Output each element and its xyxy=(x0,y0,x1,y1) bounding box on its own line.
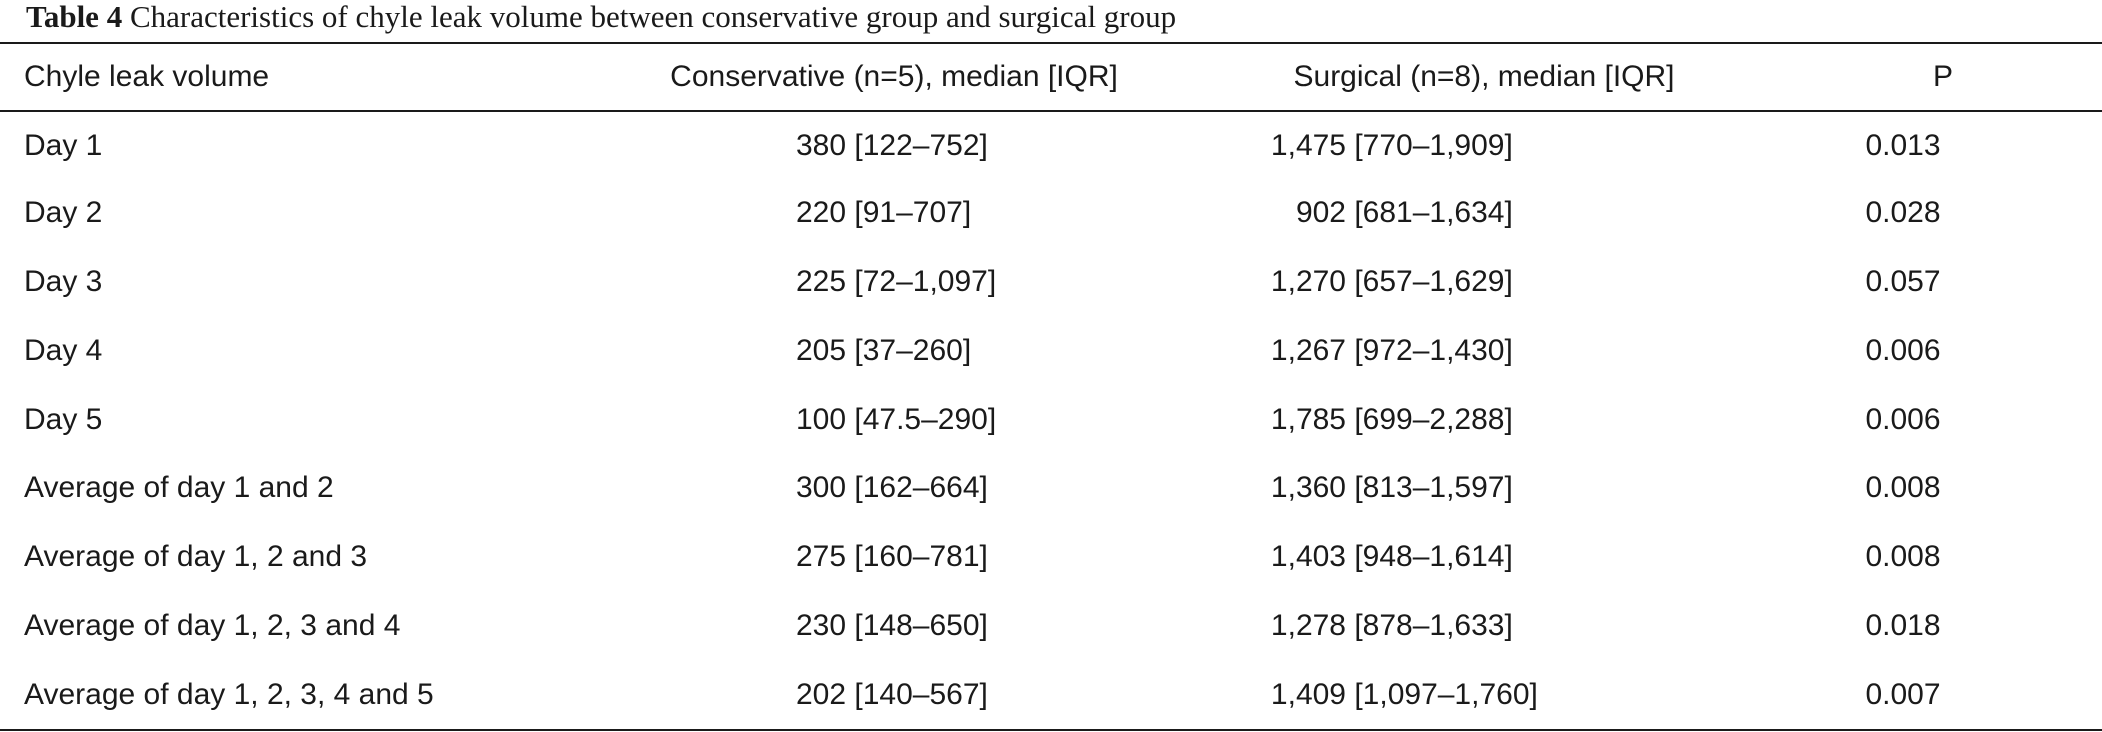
surgical-median: 902 xyxy=(1295,196,1346,230)
surgical-value: 1,475 [770–1,909] xyxy=(1184,110,1784,179)
surgical-median: 1,785 xyxy=(1270,402,1346,436)
p-value: 0.028 xyxy=(1865,196,1941,230)
table-caption: Table 4 Characteristics of chyle leak vo… xyxy=(26,0,1176,34)
conservative-value: 202 [140–567] xyxy=(796,677,988,711)
p-value: 0.007 xyxy=(1865,677,1941,711)
conservative-value: 220 [91–707] xyxy=(796,196,972,230)
surgical-iqr: [813–1,597] xyxy=(1354,471,1513,505)
table-row: Average of day 1 and 2 300 [162–664] 1,3… xyxy=(0,454,2102,523)
row-label: Day 1 xyxy=(24,129,103,163)
surgical-iqr: [1,097–1,760] xyxy=(1354,677,1538,711)
header-conservative: Conservative (n=5), median [IQR] xyxy=(670,60,1118,93)
row-label: Day 3 xyxy=(24,264,103,298)
surgical-iqr: [878–1,633] xyxy=(1354,608,1513,642)
surgical-iqr: [681–1,634] xyxy=(1354,196,1513,230)
conservative-value: 300 [162–664] xyxy=(796,471,988,505)
p-value: 0.006 xyxy=(1865,333,1941,367)
table-row: Average of day 1, 2, 3 and 4 230 [148–65… xyxy=(0,592,2102,661)
surgical-value: 1,270 [657–1,629] xyxy=(1184,248,1784,317)
surgical-iqr: [972–1,430] xyxy=(1354,333,1513,367)
row-label: Day 5 xyxy=(24,402,103,436)
p-value: 0.006 xyxy=(1865,402,1941,436)
table-header: Chyle leak volume Conservative (n=5), me… xyxy=(0,44,2102,110)
conservative-value: 205 [37–260] xyxy=(796,333,972,367)
row-label: Average of day 1 and 2 xyxy=(24,471,334,505)
surgical-median: 1,475 xyxy=(1270,129,1346,163)
table-row: Average of day 1, 2, 3, 4 and 5 202 [140… xyxy=(0,660,2102,729)
header-p-value: P xyxy=(1932,60,1953,93)
p-value: 0.013 xyxy=(1865,129,1941,163)
row-label: Average of day 1, 2, 3 and 4 xyxy=(24,608,401,642)
surgical-value: 1,278 [878–1,633] xyxy=(1184,592,1784,661)
surgical-median: 1,403 xyxy=(1270,540,1346,574)
header-row: Chyle leak volume Conservative (n=5), me… xyxy=(0,44,2102,110)
surgical-value: 1,360 [813–1,597] xyxy=(1184,454,1784,523)
table-row: Day 3 225 [72–1,097] 1,270 [657–1,629] 0… xyxy=(0,248,2102,317)
table-bottom-rule xyxy=(0,729,2102,731)
surgical-iqr: [657–1,629] xyxy=(1354,264,1513,298)
row-label: Average of day 1, 2 and 3 xyxy=(24,540,368,574)
table-row: Day 5 100 [47.5–290] 1,785 [699–2,288] 0… xyxy=(0,385,2102,454)
row-label: Day 4 xyxy=(24,333,103,367)
p-value: 0.008 xyxy=(1865,471,1941,505)
table-body: Day 1 380 [122–752] 1,475 [770–1,909] 0.… xyxy=(0,110,2102,729)
table-header-rule xyxy=(0,110,2102,112)
surgical-value: 902 [681–1,634] xyxy=(1184,179,1784,248)
table-label: Table 4 xyxy=(26,0,123,34)
conservative-value: 380 [122–752] xyxy=(796,129,988,163)
table-row: Day 2 220 [91–707] 902 [681–1,634] 0.028 xyxy=(0,179,2102,248)
table-row: Average of day 1, 2 and 3 275 [160–781] … xyxy=(0,523,2102,592)
surgical-median: 1,270 xyxy=(1270,264,1346,298)
surgical-value: 1,403 [948–1,614] xyxy=(1184,523,1784,592)
conservative-value: 230 [148–650] xyxy=(796,608,988,642)
row-label: Day 2 xyxy=(24,196,103,230)
surgical-value: 1,785 [699–2,288] xyxy=(1184,385,1784,454)
surgical-median: 1,360 xyxy=(1270,471,1346,505)
surgical-median: 1,267 xyxy=(1270,333,1346,367)
table-top-rule xyxy=(0,42,2102,44)
surgical-iqr: [770–1,909] xyxy=(1354,129,1513,163)
p-value: 0.018 xyxy=(1865,608,1941,642)
table-row: Day 4 205 [37–260] 1,267 [972–1,430] 0.0… xyxy=(0,316,2102,385)
table-row: Day 1 380 [122–752] 1,475 [770–1,909] 0.… xyxy=(0,110,2102,179)
p-value: 0.057 xyxy=(1865,264,1941,298)
surgical-iqr: [948–1,614] xyxy=(1354,540,1513,574)
table-caption-text: Characteristics of chyle leak volume bet… xyxy=(129,0,1177,34)
conservative-value: 225 [72–1,097] xyxy=(796,264,997,298)
conservative-value: 100 [47.5–290] xyxy=(796,402,997,436)
surgical-median: 1,278 xyxy=(1270,608,1346,642)
surgical-median: 1,409 xyxy=(1270,677,1346,711)
surgical-iqr: [699–2,288] xyxy=(1354,402,1513,436)
header-surgical: Surgical (n=8), median [IQR] xyxy=(1293,60,1675,93)
header-chyle-leak-volume: Chyle leak volume xyxy=(24,60,270,93)
p-value: 0.008 xyxy=(1865,540,1941,574)
surgical-value: 1,267 [972–1,430] xyxy=(1184,316,1784,385)
data-table: Chyle leak volume Conservative (n=5), me… xyxy=(0,44,2102,729)
row-label: Average of day 1, 2, 3, 4 and 5 xyxy=(24,677,434,711)
conservative-value: 275 [160–781] xyxy=(796,540,988,574)
surgical-value: 1,409 [1,097–1,760] xyxy=(1184,660,1784,729)
